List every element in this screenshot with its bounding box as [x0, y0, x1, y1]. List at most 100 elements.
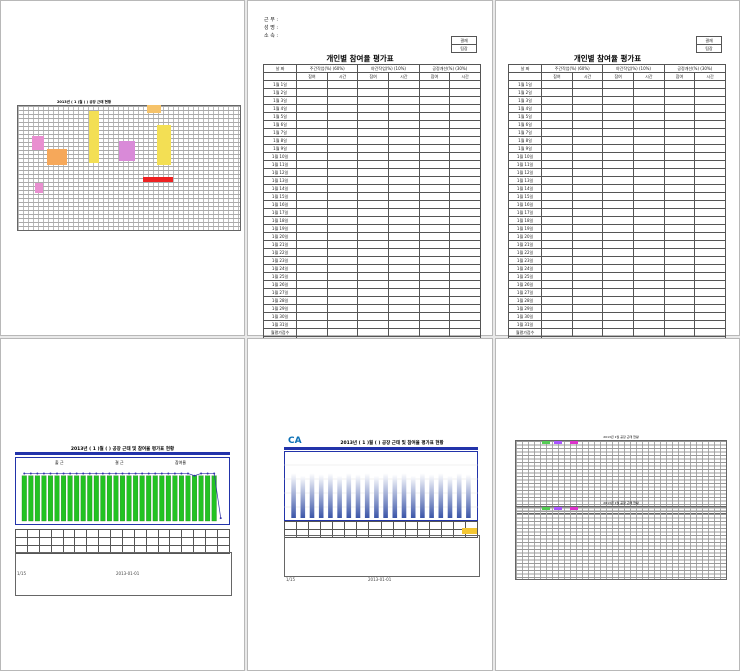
date-cell: 1월 13일 [507, 176, 543, 185]
page-thumbnail-1[interactable]: 2013년 ( 1 )월 ( ) 공장 근태 현황 [0, 0, 245, 336]
color-tag-magenta [570, 507, 578, 510]
date-cell: 1월 31일 [262, 320, 298, 329]
legend-item: 결 근 [115, 459, 124, 465]
page-thumbnail-3[interactable]: 개인별 참여율 평가표 결재 팀장 날 짜 주간작업(%) (60%) 야간작업(%)… [495, 0, 740, 345]
table-row: 1월 17일 [507, 208, 726, 217]
participation-line [24, 473, 222, 519]
table-row: 1월 1일 [507, 80, 726, 89]
notes-box [284, 535, 480, 577]
table-row: 1월 30일 [507, 312, 726, 321]
page-thumbnail-4[interactable]: 2013년 ( 1 )월 ( ) 공장 근태 및 참여율 평가표 현황 출 근 결… [0, 338, 245, 671]
column-header: 날 짜 [262, 64, 298, 73]
page-thumbnail-5[interactable]: CA 2013년 ( 1 )월 ( ) 공장 근태 및 참여율 평가표 현황 1… [247, 338, 493, 671]
date-cell: 1월 1일 [507, 80, 543, 89]
chart-title: 2013년 ( 1 )월 ( ) 공장 근태 및 참여율 평가표 현황 [340, 441, 444, 446]
page-thumbnail-6[interactable]: 2013년 1월 공장 근태 현황 2013년 1월 공장 근태 현황 [495, 338, 740, 671]
bar-attend [159, 475, 165, 522]
page-thumbnail-2[interactable]: 근 무 : 성 명 : 소 속 : 개인별 참여율 평가표 결재 팀장 날 짜 주간… [247, 0, 493, 345]
date-cell: 1월 7일 [262, 128, 298, 137]
bar-attend [198, 475, 204, 522]
date-cell: 1월 26일 [262, 280, 298, 289]
bar-participation [300, 475, 306, 518]
table-row: 1월 27일 [262, 288, 481, 297]
date-cell: 1월 23일 [507, 256, 543, 265]
attendance-chart: 출 근 결 근 참여율 [15, 457, 230, 525]
table-row: 1월 28일 [262, 296, 481, 305]
bar-attend [41, 475, 47, 522]
bar-participation [318, 474, 324, 518]
highlight-block-pink [32, 136, 44, 150]
date-cell: 1월 16일 [507, 200, 543, 209]
bar-participation [392, 474, 398, 518]
footer-left: 1/15 [286, 577, 295, 582]
date-cell: 1월 12일 [507, 168, 543, 177]
table-row: 1월 2일 [507, 88, 726, 97]
table-row: 1월 25일 [262, 272, 481, 281]
line-point [23, 472, 26, 475]
table-row: 1월 15일 [507, 192, 726, 201]
bar-attend [21, 475, 27, 522]
bar-attend [93, 475, 99, 522]
date-cell: 1월 30일 [507, 312, 543, 321]
table-row: 1월 31일 [507, 320, 726, 329]
bar-participation [355, 474, 361, 518]
highlight-block-pink [119, 141, 135, 161]
table-row: 1월 4일 [507, 104, 726, 113]
total-label: 월평가점수 [507, 328, 543, 337]
column-header: 주간작업(%) (60%) [541, 64, 604, 73]
column-header: 주간작업(%) (60%) [296, 64, 359, 73]
table-row: 1월 19일 [262, 224, 481, 233]
date-cell: 1월 21일 [262, 240, 298, 249]
table-row: 1월 20일 [507, 232, 726, 241]
notes-box [15, 552, 232, 596]
date-cell: 1월 19일 [262, 224, 298, 233]
total-label: 월평가점수 [262, 328, 298, 337]
date-cell: 1월 1일 [262, 80, 298, 89]
color-tag-magenta [570, 441, 578, 444]
date-cell: 1월 9일 [507, 144, 543, 153]
table-row: 1월 4일 [262, 104, 481, 113]
table-row: 1월 11일 [262, 160, 481, 169]
date-cell: 1월 27일 [262, 288, 298, 297]
bar-participation [447, 475, 453, 518]
bar-participation [328, 473, 333, 518]
bar-attend [192, 475, 197, 522]
evaluation-table: 날 짜 주간작업(%) (60%) 야간작업(%) (10%) 공정개선(%) (30… [507, 64, 727, 345]
sub-header: 참여 [663, 72, 696, 81]
bar-attend [48, 475, 53, 522]
meta-line: 근 무 : [264, 17, 279, 23]
table-row: 1월 30일 [262, 312, 481, 321]
date-cell: 1월 10일 [262, 152, 298, 161]
date-cell: 1월 30일 [262, 312, 298, 321]
date-cell: 1월 23일 [262, 256, 298, 265]
table-row: 1월 15일 [262, 192, 481, 201]
sub-header: 참여 [418, 72, 451, 81]
table-row: 1월 17일 [262, 208, 481, 217]
bar-participation [374, 475, 379, 518]
table-row: 1월 2일 [262, 88, 481, 97]
date-cell: 1월 29일 [262, 304, 298, 313]
table-row: 1월 26일 [507, 280, 726, 289]
bar-attend [80, 475, 86, 522]
bar-participation [337, 475, 342, 518]
evaluation-table: 날 짜 주간작업(%) (60%) 야간작업(%) (10%) 공정개선(%) (30… [262, 64, 482, 345]
highlight-block-orange [47, 149, 67, 165]
table-row: 1월 29일 [262, 304, 481, 313]
bar-attend [185, 475, 191, 522]
chart-header-bar [284, 447, 478, 450]
sub-header: 시간 [571, 72, 604, 81]
date-cell: 1월 22일 [262, 248, 298, 257]
sub-header: 시간 [326, 72, 359, 81]
table-row: 1월 3일 [262, 96, 481, 105]
highlight-block-yellow [89, 111, 99, 163]
sub-header: 시간 [388, 72, 420, 81]
date-cell: 1월 18일 [262, 216, 298, 225]
bar-participation [466, 474, 471, 518]
date-cell: 1월 25일 [507, 272, 543, 281]
table-row: 1월 25일 [507, 272, 726, 281]
table-row: 1월 27일 [507, 288, 726, 297]
table-row: 1월 9일 [507, 144, 726, 153]
bar-attend [74, 475, 80, 522]
date-cell: 1월 20일 [262, 232, 298, 241]
sub-header: 시간 [449, 72, 481, 81]
